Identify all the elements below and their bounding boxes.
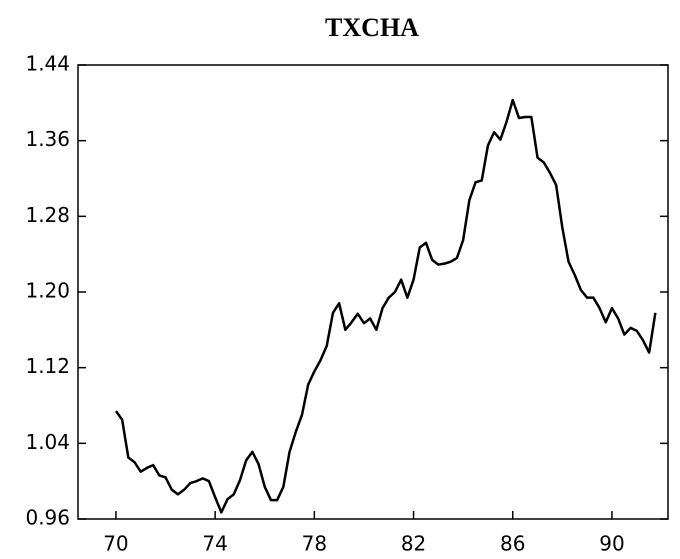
y-tick-label: 1.36 xyxy=(25,127,70,151)
x-tick-label: 90 xyxy=(599,532,624,556)
y-tick-label: 1.04 xyxy=(25,430,70,454)
data-line xyxy=(114,98,657,514)
x-tick-label: 74 xyxy=(202,532,227,556)
x-tick-label: 86 xyxy=(500,532,525,556)
x-tick-label: 82 xyxy=(401,532,426,556)
plot-frame xyxy=(77,64,669,520)
y-tick-label: 1.28 xyxy=(25,203,70,227)
y-tick-label: 1.44 xyxy=(25,52,70,76)
x-tick-label: 78 xyxy=(302,532,327,556)
y-tick-label: 1.12 xyxy=(25,354,70,378)
y-tick-label: 0.96 xyxy=(25,506,70,530)
x-tick-label: 70 xyxy=(103,532,128,556)
y-tick-label: 1.20 xyxy=(25,279,70,303)
chart-title: TXCHA xyxy=(325,13,419,42)
